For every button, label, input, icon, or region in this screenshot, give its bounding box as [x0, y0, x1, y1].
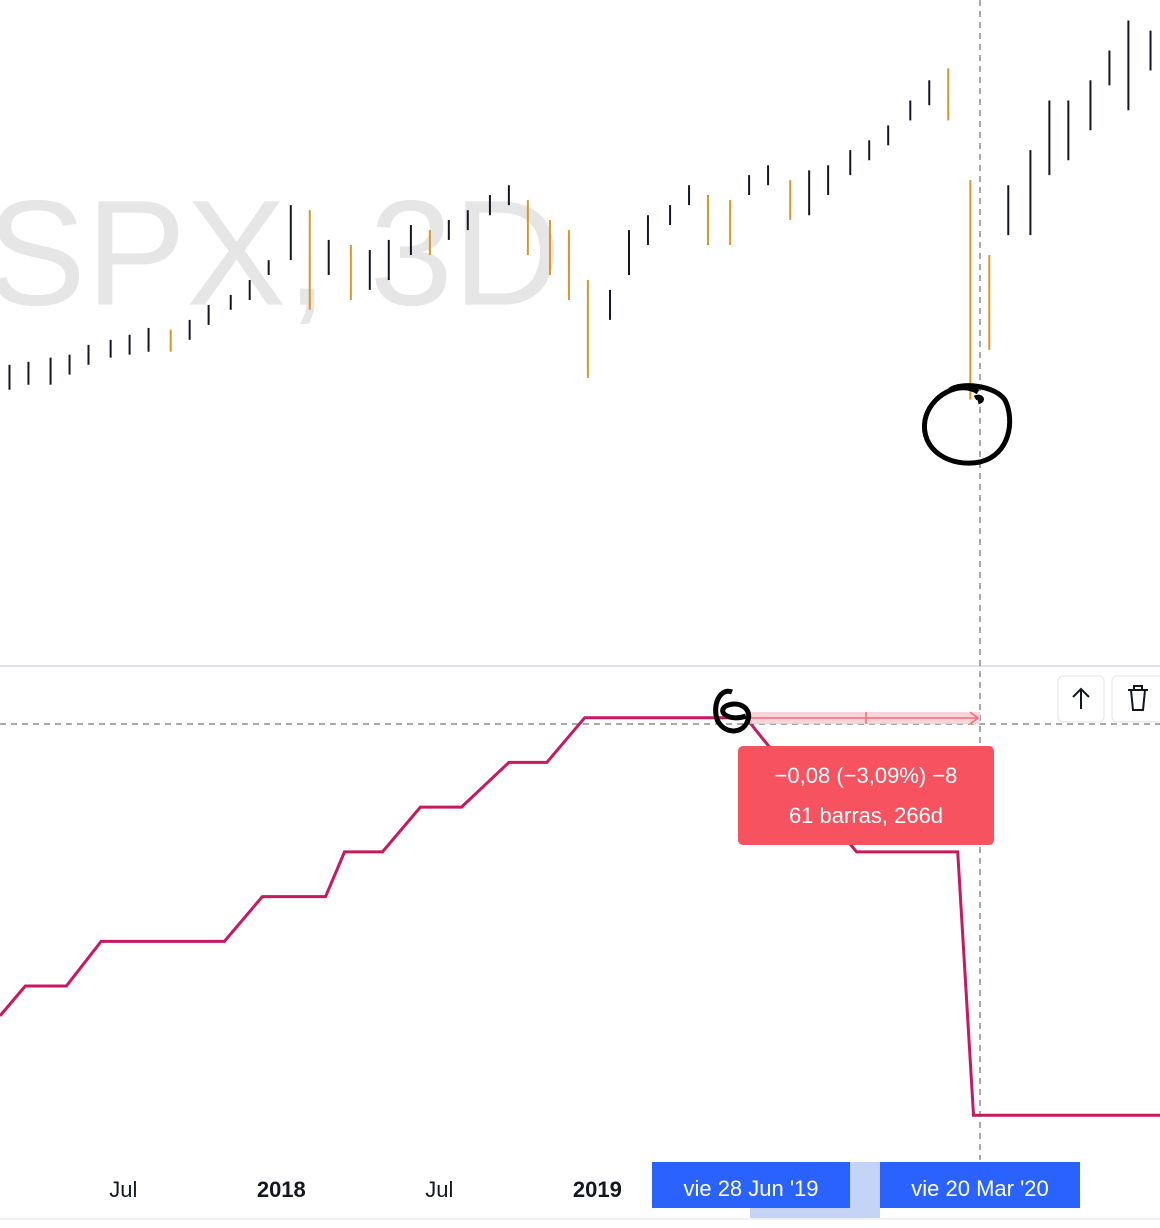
end-date-badge	[880, 1162, 1080, 1208]
watermark: SPX, 3D	[0, 169, 561, 337]
x-tick-label: 2018	[257, 1177, 306, 1202]
hand-drawn-mark	[713, 688, 752, 734]
hand-drawn-circle	[922, 383, 1013, 466]
end-date: vie 20 Mar '20	[911, 1176, 1049, 1201]
x-tick-label: 2019	[573, 1177, 622, 1202]
measure-bars: 61 barras, 266d	[789, 803, 943, 828]
start-date-badge	[652, 1162, 850, 1208]
measure-arrow	[750, 711, 980, 725]
start-date: vie 28 Jun '19	[683, 1176, 818, 1201]
measure-tooltip	[738, 746, 994, 845]
move-up-button[interactable]	[1057, 675, 1105, 723]
x-tick-label: Jul	[425, 1177, 453, 1202]
delete-button[interactable]	[1111, 675, 1160, 723]
x-tick-label: Jul	[109, 1177, 137, 1202]
measure-change: −0,08 (−3,09%) −8	[775, 763, 958, 788]
